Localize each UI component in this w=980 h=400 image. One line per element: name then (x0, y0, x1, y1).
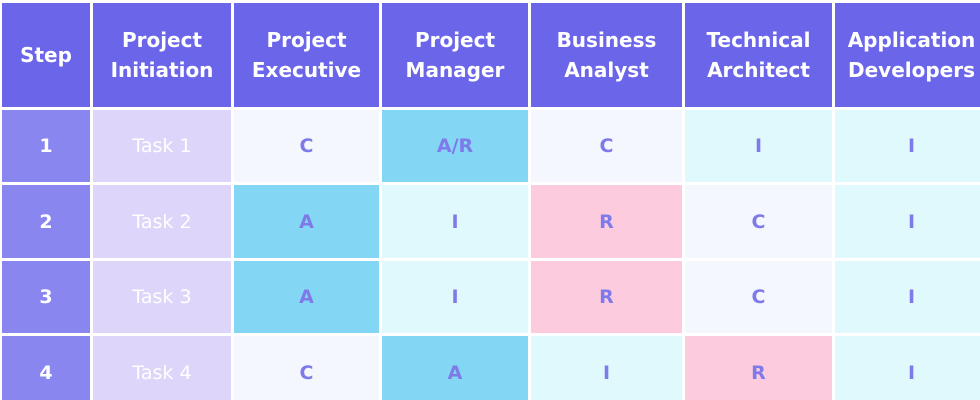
row-3-task: Task 3 (93, 261, 231, 333)
header-project-manager: Project Manager (382, 3, 528, 107)
header-project-executive: Project Executive (234, 3, 379, 107)
row-3-business-analyst: R (531, 261, 682, 333)
row-4-project-manager: A (382, 336, 528, 400)
header-step: Step (2, 3, 90, 107)
header-business-analyst: Business Analyst (531, 3, 682, 107)
row-2-technical-architect: C (685, 185, 832, 258)
row-1-project-manager: A/R (382, 110, 528, 182)
row-2-project-executive: A (234, 185, 379, 258)
row-4-business-analyst: I (531, 336, 682, 400)
row-3-project-executive: A (234, 261, 379, 333)
row-1-project-executive: C (234, 110, 379, 182)
row-2-project-manager: I (382, 185, 528, 258)
row-4-task: Task 4 (93, 336, 231, 400)
row-1-step: 1 (2, 110, 90, 182)
header-project-initiation: Project Initiation (93, 3, 231, 107)
row-1-technical-architect: I (685, 110, 832, 182)
row-3-technical-architect: C (685, 261, 832, 333)
row-2-task: Task 2 (93, 185, 231, 258)
row-3-step: 3 (2, 261, 90, 333)
row-1-application-developers: I (835, 110, 980, 182)
row-3-project-manager: I (382, 261, 528, 333)
row-2-business-analyst: R (531, 185, 682, 258)
header-technical-architect: Technical Architect (685, 3, 832, 107)
row-2-step: 2 (2, 185, 90, 258)
row-1-task: Task 1 (93, 110, 231, 182)
row-2-application-developers: I (835, 185, 980, 258)
row-3-application-developers: I (835, 261, 980, 333)
row-1-business-analyst: C (531, 110, 682, 182)
row-4-project-executive: C (234, 336, 379, 400)
header-application-developers: Application Developers (835, 3, 980, 107)
row-4-step: 4 (2, 336, 90, 400)
row-4-technical-architect: R (685, 336, 832, 400)
row-4-application-developers: I (835, 336, 980, 400)
